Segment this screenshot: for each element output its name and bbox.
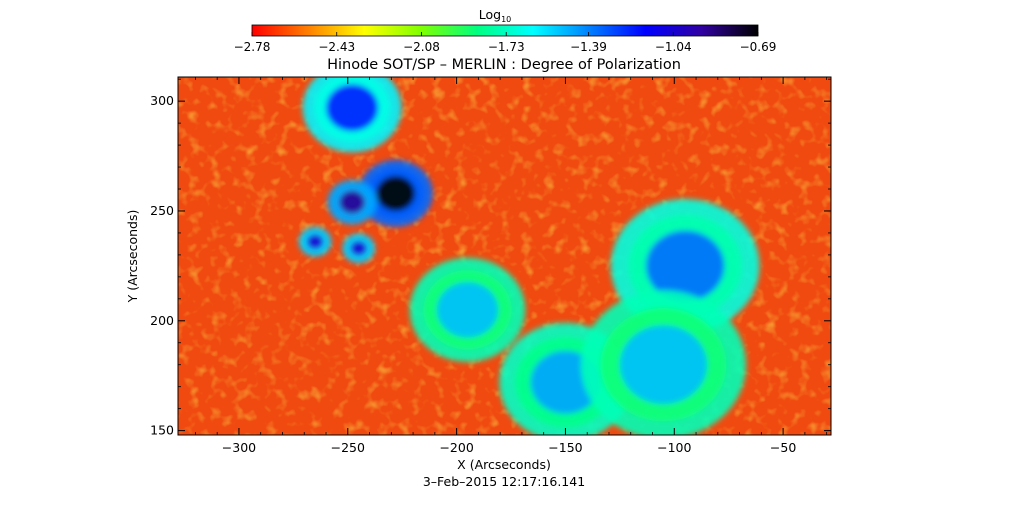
feature-mark bbox=[645, 230, 725, 302]
y-tick-label: 300 bbox=[150, 93, 174, 108]
x-tick-label: −250 bbox=[331, 440, 365, 455]
chart-title: Hinode SOT/SP – MERLIN : Degree of Polar… bbox=[327, 57, 681, 73]
x-tick-label: −150 bbox=[548, 440, 582, 455]
x-axis: −300 −250 −200 −150 −100 −50 bbox=[195, 77, 828, 455]
x-axis-label: X (Arcseconds) bbox=[457, 457, 551, 472]
plot-frame bbox=[177, 76, 832, 436]
x-tick-label: −50 bbox=[770, 440, 796, 455]
colorbar-tick-label: −2.08 bbox=[403, 40, 440, 54]
plot-area bbox=[178, 77, 831, 435]
colorbar bbox=[251, 24, 759, 37]
feature-mark bbox=[326, 84, 379, 132]
colorbar-tick-label: −1.39 bbox=[570, 40, 607, 54]
y-tick-label: 150 bbox=[150, 423, 174, 438]
colorbar-ticks: −2.78 −2.43 −2.08 −1.73 −1.39 −1.04 −0.69 bbox=[234, 32, 777, 54]
x-tick-label: −300 bbox=[222, 440, 256, 455]
y-tick-label: 200 bbox=[150, 313, 174, 328]
colorbar-label: Log10 bbox=[479, 7, 512, 24]
observation-date: 3–Feb–2015 12:17:16.141 bbox=[423, 474, 585, 489]
y-tick-label: 250 bbox=[150, 203, 174, 218]
feature-mark bbox=[437, 282, 498, 338]
colorbar-tick-label: −2.43 bbox=[318, 40, 355, 54]
feature-mark bbox=[339, 190, 366, 214]
colorbar-tick-label: −1.73 bbox=[488, 40, 525, 54]
y-axis-label: Y (Arcseconds) bbox=[125, 210, 140, 304]
feature-mark bbox=[306, 233, 324, 250]
feature-mark bbox=[376, 175, 416, 212]
colorbar-tick-label: −1.04 bbox=[655, 40, 692, 54]
colorbar-tick-label: −2.78 bbox=[234, 40, 271, 54]
colorbar-tick-label: −0.69 bbox=[740, 40, 777, 54]
feature-mark bbox=[349, 240, 368, 257]
x-tick-label: −200 bbox=[439, 440, 473, 455]
x-tick-label: −100 bbox=[657, 440, 691, 455]
y-axis: 150 200 250 300 bbox=[150, 78, 831, 438]
feature-mark bbox=[619, 325, 707, 404]
feature-layer bbox=[298, 77, 760, 435]
